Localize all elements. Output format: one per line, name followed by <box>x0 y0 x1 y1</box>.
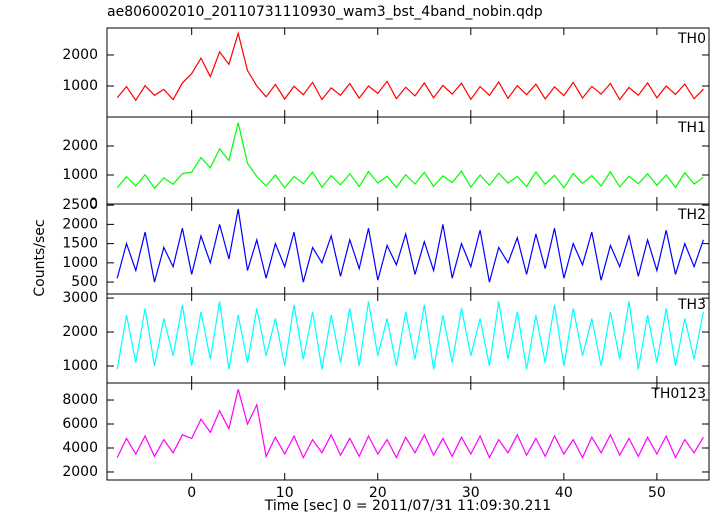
light-curve <box>116 389 704 460</box>
y-tick-label: 1000 <box>62 167 98 183</box>
panel-frame <box>106 116 710 205</box>
x-tick-label: 20 <box>369 485 387 501</box>
y-tick-label: 3000 <box>62 290 98 306</box>
panel-label: TH0 <box>677 31 706 47</box>
panel-frame <box>106 293 710 384</box>
y-axis-label: Counts/sec <box>32 219 48 296</box>
panel-frame <box>106 382 710 481</box>
light-curve <box>116 31 704 102</box>
panel-label: TH2 <box>677 207 706 223</box>
y-tick-label: 2000 <box>62 464 98 480</box>
light-curve <box>116 208 704 283</box>
y-tick-label: 4000 <box>62 440 98 456</box>
light-curve <box>116 301 704 370</box>
panel-label: TH3 <box>677 297 706 313</box>
x-tick-label: 50 <box>648 485 666 501</box>
y-tick-label: 1000 <box>62 255 98 271</box>
x-tick-label: 30 <box>462 485 480 501</box>
y-tick-label: 1500 <box>62 236 98 252</box>
panel-label: TH1 <box>677 120 706 136</box>
x-tick-label: 0 <box>187 485 196 501</box>
y-tick-label: 8000 <box>62 392 98 408</box>
y-tick-label: 1000 <box>62 78 98 94</box>
panel-label: TH0123 <box>650 386 706 402</box>
chart-title: ae806002010_20110731110930_wam3_bst_4ban… <box>107 4 543 20</box>
x-tick-label: 10 <box>276 485 294 501</box>
y-tick-label: 6000 <box>62 416 98 432</box>
y-tick-label: 1000 <box>62 358 98 374</box>
y-tick-label: 2000 <box>62 216 98 232</box>
light-curve <box>116 122 704 190</box>
y-tick-label: 0 <box>89 196 98 212</box>
y-tick-label: 2000 <box>62 47 98 63</box>
panel-frame <box>106 27 710 118</box>
x-tick-label: 40 <box>555 485 573 501</box>
y-tick-label: 2000 <box>62 324 98 340</box>
y-tick-label: 500 <box>71 274 98 290</box>
x-axis-label: Time [sec] 0 = 2011/07/31 11:09:30.211 <box>264 498 551 514</box>
y-tick-label: 2500 <box>62 197 98 213</box>
y-tick-label: 2000 <box>62 138 98 154</box>
